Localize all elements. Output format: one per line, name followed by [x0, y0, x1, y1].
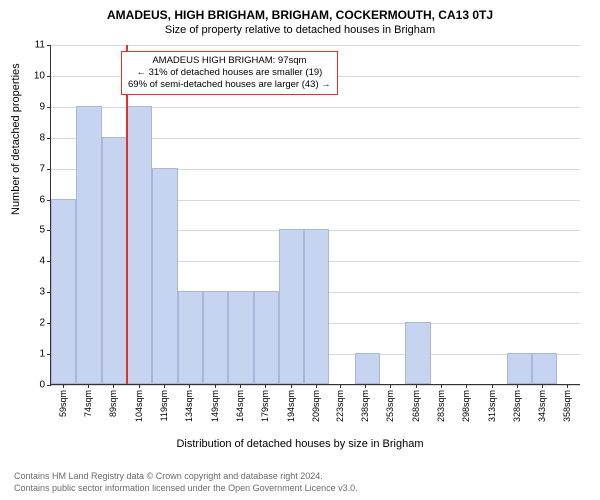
- x-tick-label: 179sqm: [260, 390, 270, 422]
- histogram-bar: [203, 291, 228, 384]
- title-sub: Size of property relative to detached ho…: [0, 22, 600, 36]
- histogram-bar: [532, 353, 557, 384]
- x-tick-label: 89sqm: [108, 390, 118, 417]
- x-tick-mark: [113, 384, 114, 388]
- x-tick-label: 223sqm: [335, 390, 345, 422]
- x-axis-label: Distribution of detached houses by size …: [0, 438, 600, 450]
- x-tick-mark: [441, 384, 442, 388]
- histogram-bar: [127, 106, 152, 384]
- y-tick-label: 9: [39, 101, 45, 112]
- y-tick-mark: [47, 76, 51, 77]
- histogram-chart: 0123456789101159sqm74sqm89sqm104sqm119sq…: [50, 45, 580, 385]
- x-tick-label: 164sqm: [235, 390, 245, 422]
- x-tick-mark: [517, 384, 518, 388]
- x-tick-label: 358sqm: [562, 390, 572, 422]
- x-tick-mark: [88, 384, 89, 388]
- y-tick-label: 11: [35, 40, 45, 51]
- histogram-bar: [279, 229, 304, 384]
- y-tick-label: 4: [39, 256, 45, 267]
- histogram-bar: [254, 291, 279, 384]
- x-tick-mark: [291, 384, 292, 388]
- footer-attribution: Contains HM Land Registry data © Crown c…: [14, 470, 358, 494]
- y-tick-label: 8: [39, 132, 45, 143]
- x-tick-label: 298sqm: [461, 390, 471, 422]
- x-tick-label: 268sqm: [411, 390, 421, 422]
- x-tick-mark: [390, 384, 391, 388]
- x-tick-mark: [316, 384, 317, 388]
- y-tick-mark: [47, 45, 51, 46]
- annotation-line-1: AMADEUS HIGH BRIGHAM: 97sqm: [128, 55, 331, 67]
- y-tick-mark: [47, 138, 51, 139]
- x-tick-mark: [139, 384, 140, 388]
- x-tick-label: 149sqm: [210, 390, 220, 422]
- y-tick-label: 6: [39, 194, 45, 205]
- histogram-bar: [507, 353, 532, 384]
- x-tick-mark: [365, 384, 366, 388]
- histogram-bar: [355, 353, 380, 384]
- x-tick-label: 253sqm: [385, 390, 395, 422]
- histogram-bar: [152, 168, 177, 384]
- y-axis-label: Number of detached properties: [10, 63, 22, 215]
- y-tick-label: 2: [39, 318, 45, 329]
- footer-line-2: Contains public sector information licen…: [14, 482, 358, 494]
- x-tick-label: 74sqm: [83, 390, 93, 417]
- annotation-line-2: ← 31% of detached houses are smaller (19…: [128, 67, 331, 79]
- x-tick-mark: [492, 384, 493, 388]
- y-tick-mark: [47, 169, 51, 170]
- x-tick-mark: [416, 384, 417, 388]
- y-tick-label: 3: [39, 287, 45, 298]
- histogram-bar: [51, 199, 76, 384]
- x-tick-label: 343sqm: [537, 390, 547, 422]
- x-tick-label: 194sqm: [286, 390, 296, 422]
- x-tick-label: 238sqm: [360, 390, 370, 422]
- y-tick-label: 0: [39, 380, 45, 391]
- y-tick-label: 10: [34, 70, 45, 81]
- histogram-bar: [405, 322, 430, 384]
- x-tick-label: 119sqm: [159, 390, 169, 421]
- histogram-bar: [76, 106, 101, 384]
- x-tick-mark: [567, 384, 568, 388]
- x-tick-label: 313sqm: [487, 390, 497, 422]
- x-tick-mark: [63, 384, 64, 388]
- x-tick-mark: [265, 384, 266, 388]
- x-tick-mark: [215, 384, 216, 388]
- histogram-bar: [228, 291, 253, 384]
- x-tick-label: 59sqm: [58, 390, 68, 417]
- x-tick-mark: [189, 384, 190, 388]
- x-tick-mark: [542, 384, 543, 388]
- y-tick-label: 7: [39, 163, 45, 174]
- histogram-bar: [178, 291, 203, 384]
- gridline: [51, 45, 580, 46]
- histogram-bar: [304, 229, 329, 384]
- x-tick-mark: [240, 384, 241, 388]
- x-tick-label: 328sqm: [512, 390, 522, 422]
- y-tick-label: 5: [39, 225, 45, 236]
- y-tick-label: 1: [39, 349, 45, 360]
- x-tick-label: 209sqm: [311, 390, 321, 422]
- title-main: AMADEUS, HIGH BRIGHAM, BRIGHAM, COCKERMO…: [0, 0, 600, 22]
- footer-line-1: Contains HM Land Registry data © Crown c…: [14, 470, 358, 482]
- histogram-bar: [102, 137, 127, 384]
- plot-area: 0123456789101159sqm74sqm89sqm104sqm119sq…: [50, 45, 580, 385]
- x-tick-label: 104sqm: [134, 390, 144, 422]
- marker-line: [126, 45, 128, 384]
- x-tick-mark: [340, 384, 341, 388]
- y-tick-mark: [47, 107, 51, 108]
- y-tick-mark: [47, 385, 51, 386]
- annotation-line-3: 69% of semi-detached houses are larger (…: [128, 79, 331, 91]
- x-tick-mark: [466, 384, 467, 388]
- annotation-box: AMADEUS HIGH BRIGHAM: 97sqm← 31% of deta…: [121, 51, 338, 95]
- x-tick-label: 134sqm: [184, 390, 194, 422]
- x-tick-mark: [164, 384, 165, 388]
- x-tick-label: 283sqm: [436, 390, 446, 422]
